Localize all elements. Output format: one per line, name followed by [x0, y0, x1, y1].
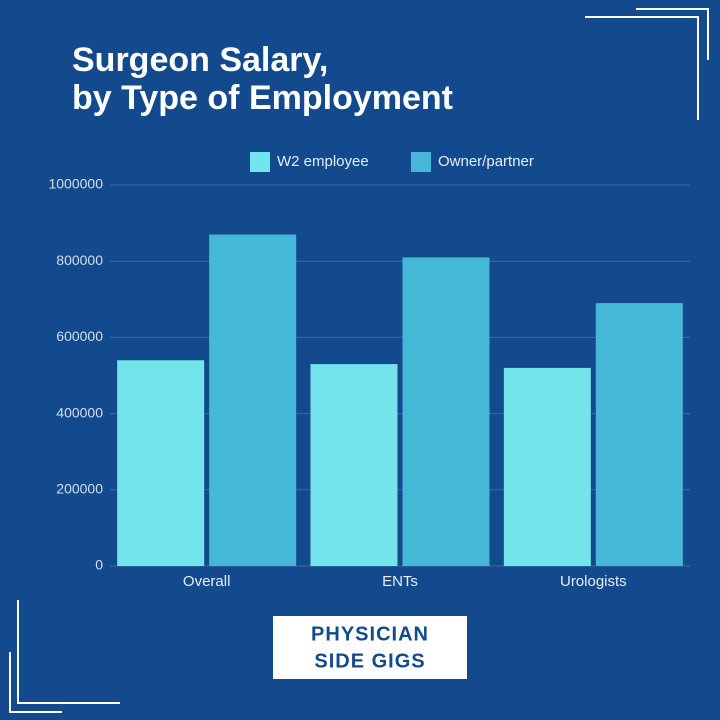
bar	[209, 234, 297, 566]
bar	[503, 367, 591, 566]
logo-text: SIDE GIGS	[314, 650, 425, 672]
y-tick-label: 600000	[56, 328, 103, 344]
legend-label: Owner/partner	[438, 153, 534, 170]
x-tick-label: Overall	[183, 573, 231, 590]
x-tick-label: ENTs	[382, 573, 418, 590]
bar	[310, 364, 398, 566]
logo-text: PHYSICIAN	[311, 623, 429, 645]
chart-title-line: Surgeon Salary,	[72, 41, 328, 79]
y-tick-label: 400000	[56, 404, 103, 420]
legend-swatch	[411, 152, 431, 172]
y-tick-label: 1000000	[48, 176, 103, 192]
corner-decoration	[9, 8, 709, 713]
chart-title-line: by Type of Employment	[72, 79, 453, 117]
bar	[595, 303, 683, 566]
legend-label: W2 employee	[277, 153, 369, 170]
bar	[117, 360, 205, 566]
y-tick-label: 200000	[56, 481, 103, 497]
logo-box	[273, 616, 467, 679]
y-tick-label: 800000	[56, 252, 103, 268]
y-tick-label: 0	[95, 557, 103, 573]
bar	[402, 257, 490, 566]
x-tick-label: Urologists	[560, 573, 627, 590]
legend-swatch	[250, 152, 270, 172]
